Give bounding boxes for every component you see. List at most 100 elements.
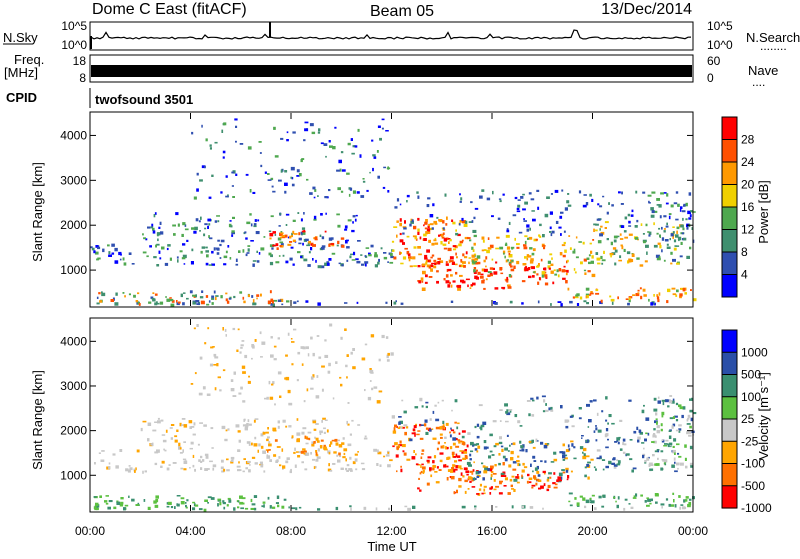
power-region-10 <box>593 221 683 267</box>
velocity-region-5 <box>266 435 345 456</box>
freq-left-unit: [MHz] <box>4 65 38 80</box>
velocity-region-12 <box>391 395 697 443</box>
velocity-colorbar: 1000 500 100 25 -25 -100 -500 -1000 <box>721 329 772 515</box>
vel-cbar-swatch-4 <box>722 419 737 442</box>
velocity-ylabel: Slant Range [km] <box>30 370 45 470</box>
velocity-colorbar-label: Velocity [m s⁻¹] <box>756 372 771 460</box>
power-cbar-tick-label-4: 20 <box>741 178 755 192</box>
vel-cbar-swatch-0 <box>722 330 737 353</box>
vel-cbar-swatch-7 <box>722 485 737 509</box>
power-cbar-tick-label-0: 4 <box>741 268 748 282</box>
power-region-13 <box>642 191 696 262</box>
power-region-3 <box>90 243 394 269</box>
vel-cbar-tick-label-4: -25 <box>741 434 759 448</box>
velocity-region-2 <box>568 492 695 509</box>
noise-right-legend: ........ <box>760 39 787 53</box>
vel-cbar-tick-label-7: -1000 <box>741 501 772 515</box>
velocity-region-4 <box>140 417 368 452</box>
xlabel: Time UT <box>367 539 416 554</box>
freq-right-tick-top: 60 <box>707 54 721 68</box>
time-axis: 00:00 04:00 08:00 12:00 16:00 20:00 00:00 <box>75 113 708 538</box>
velocity-heatmap <box>93 323 697 512</box>
power-cbar-tick-label-5: 24 <box>741 155 755 169</box>
vel-cbar-tick-label-1: 500 <box>741 368 761 382</box>
power-colorbar: 4 8 12 16 20 24 28 <box>721 116 755 298</box>
cpid-value: twofsound 3501 <box>95 92 193 107</box>
power-region-12 <box>394 189 692 238</box>
power-cbar-swatch-5 <box>722 229 737 253</box>
noise-sky-line <box>90 22 692 49</box>
velocity-region-3 <box>94 448 393 474</box>
power-ylabel: Slant Range [km] <box>30 162 45 262</box>
velocity-ytick-label-3: 4000 <box>60 334 87 348</box>
power-region-1 <box>293 300 656 307</box>
velocity-region-7 <box>417 462 520 496</box>
power-region-4 <box>142 212 361 247</box>
noise-right-tick-top: 10^5 <box>707 19 733 33</box>
power-cbar-tick-label-3: 16 <box>741 200 755 214</box>
noise-panel-frame <box>89 21 694 51</box>
power-region-2 <box>567 287 697 304</box>
power-ytick-label-1: 2000 <box>60 218 87 232</box>
date-title: 13/Dec/2014 <box>601 1 692 18</box>
power-ytick-label-2: 3000 <box>60 173 87 187</box>
vel-cbar-tick-label-0: 1000 <box>741 345 768 359</box>
power-cbar-tick-label-1: 8 <box>741 245 748 259</box>
vel-cbar-tick-label-3: 25 <box>741 412 755 426</box>
freq-left-label: Freq. <box>14 52 44 67</box>
power-region-5 <box>269 230 345 250</box>
xtick-label-4: 16:00 <box>477 524 507 538</box>
freq-right-tick-bottom: 0 <box>707 71 714 85</box>
power-cbar-swatch-0 <box>722 117 737 140</box>
power-heatmap <box>90 118 697 307</box>
velocity-region-1 <box>291 505 687 511</box>
power-cbar-swatch-6 <box>722 252 737 275</box>
freq-left-tick-top: 18 <box>73 54 87 68</box>
power-cbar-swatch-4 <box>722 207 737 230</box>
power-region-11 <box>191 118 391 200</box>
power-cbar-tick-label-2: 12 <box>741 223 755 237</box>
vel-cbar-swatch-2 <box>722 374 737 398</box>
velocity-region-9 <box>521 470 570 492</box>
velocity-region-0 <box>93 495 290 512</box>
noise-left-label: N.Sky <box>3 30 38 45</box>
xtick-label-2: 08:00 <box>276 524 306 538</box>
freq-left-tick-bottom: 8 <box>79 71 86 85</box>
velocity-region-13 <box>643 395 694 469</box>
xtick-label-1: 04:00 <box>175 524 205 538</box>
power-cbar-swatch-2 <box>722 162 737 185</box>
power-cbar-swatch-7 <box>722 274 737 298</box>
noise-left-tick-bottom: 10^0 <box>61 38 87 52</box>
power-ytick-label-3: 4000 <box>60 128 87 142</box>
noise-sky-trace <box>90 29 692 40</box>
velocity-axis: 1000 2000 3000 4000 <box>60 334 693 482</box>
power-cbar-tick-label-6: 28 <box>741 133 755 147</box>
noise-right-tick-bottom: 10^0 <box>707 38 733 52</box>
velocity-region-11 <box>190 323 394 406</box>
vel-cbar-tick-label-6: -500 <box>741 479 765 493</box>
freq-panel: Freq. [MHz] 18 8 60 0 Nave .... <box>4 52 778 89</box>
power-region-9 <box>521 265 569 286</box>
velocity-ytick-label-0: 1000 <box>60 468 87 482</box>
noise-panel: N.Sky 10^5 10^0 10^5 10^0 N.Search .....… <box>3 19 800 53</box>
vel-cbar-swatch-6 <box>722 463 737 487</box>
power-cbar-swatch-1 <box>722 139 737 163</box>
power-region-8 <box>467 234 596 278</box>
power-axis: 1000 2000 3000 4000 <box>60 128 693 277</box>
noise-left-tick-top: 10^5 <box>61 19 87 33</box>
freq-panel-frame <box>89 54 694 83</box>
power-cbar-swatch-3 <box>722 184 737 208</box>
xtick-label-5: 20:00 <box>577 524 607 538</box>
station-title: Dome C East (fitACF) <box>92 1 247 18</box>
vel-cbar-swatch-1 <box>722 352 737 376</box>
power-colorbar-label: Power [dB] <box>756 180 771 244</box>
freq-right-label: Nave <box>748 63 778 78</box>
cpid-label: CPID <box>6 90 37 105</box>
velocity-ytick-label-1: 2000 <box>60 424 87 438</box>
velocity-panel-frame <box>89 317 694 513</box>
velocity-region-8 <box>466 439 594 483</box>
power-region-6 <box>391 216 469 268</box>
power-ytick-label-0: 1000 <box>60 263 87 277</box>
power-panel: 1000 2000 3000 4000 Slant Range [km] <box>30 111 697 308</box>
